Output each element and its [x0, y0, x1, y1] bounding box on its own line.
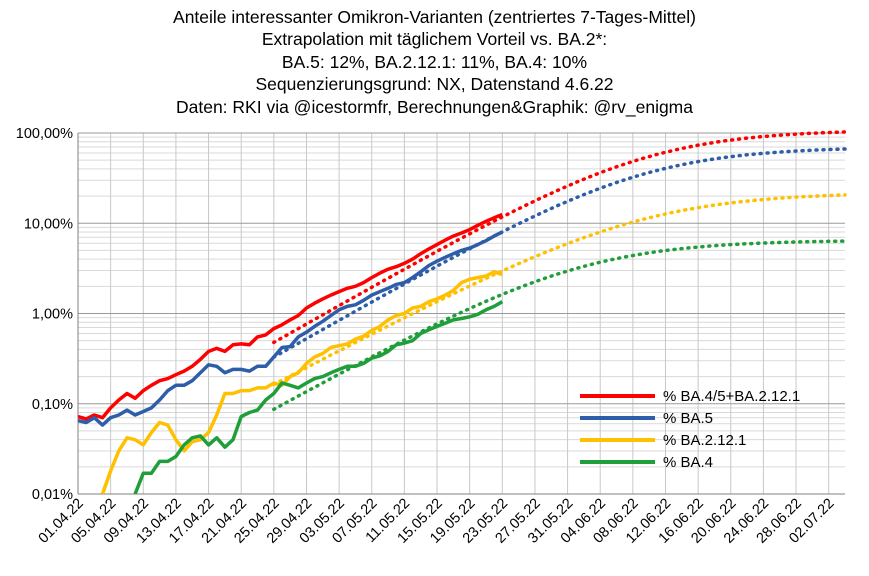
series-ba-4-5-ba-2-12-1-extrapolation — [272, 130, 847, 345]
series-ba-4-extrapolation — [272, 239, 847, 412]
y-tick-label: 0,01% — [32, 487, 73, 503]
x-axis-ticks: 01.04.2205.04.2209.04.2213.04.2217.04.22… — [36, 496, 838, 547]
chart-title-line: Anteile interessanter Omikron-Varianten … — [173, 7, 696, 27]
series-ba-4-5-ba-2-12-1-line — [78, 212, 503, 421]
y-tick-label: 1,00% — [32, 307, 73, 323]
y-tick-label: 100,00% — [16, 126, 73, 142]
series-ba-2-12-1-line — [100, 270, 503, 494]
y-tick-label: 0,10% — [32, 397, 73, 413]
series-ba-2-12-1-extrapolation — [272, 193, 847, 387]
chart-subtitle-line: BA.5: 12%, BA.2.12.1: 11%, BA.4: 10% — [281, 51, 588, 72]
series-ba-4-line — [133, 300, 504, 494]
chart-subtitle-line: Sequenzierungsgrund: NX, Datenstand 4.6.… — [255, 74, 614, 95]
chart-title: Anteile interessanter Omikron-Varianten … — [0, 6, 869, 118]
legend: % BA.4/5+BA.2.12.1 % BA.5 % BA.2.12.1 % BA.… — [580, 388, 800, 471]
grid-lines — [77, 132, 845, 495]
y-axis-ticks: 100,00% 10,00% 1,00% 0,10% 0,01% — [16, 126, 73, 503]
series-lines — [78, 130, 847, 494]
y-tick-label: 10,00% — [24, 216, 73, 232]
legend-label: % BA.2.12.1 — [663, 432, 746, 449]
legend-label: % BA.4/5+BA.2.12.1 — [663, 388, 800, 405]
chart-subtitle-line: Daten: RKI via @icestormfr, Berechnungen… — [175, 96, 693, 117]
chart-subtitle-line: Extrapolation mit täglichem Vorteil vs. … — [261, 29, 608, 50]
legend-label: % BA.4 — [663, 454, 713, 471]
series-ba-5-extrapolation — [272, 147, 847, 359]
legend-label: % BA.5 — [663, 410, 713, 427]
series-ba-5-line — [78, 230, 504, 427]
